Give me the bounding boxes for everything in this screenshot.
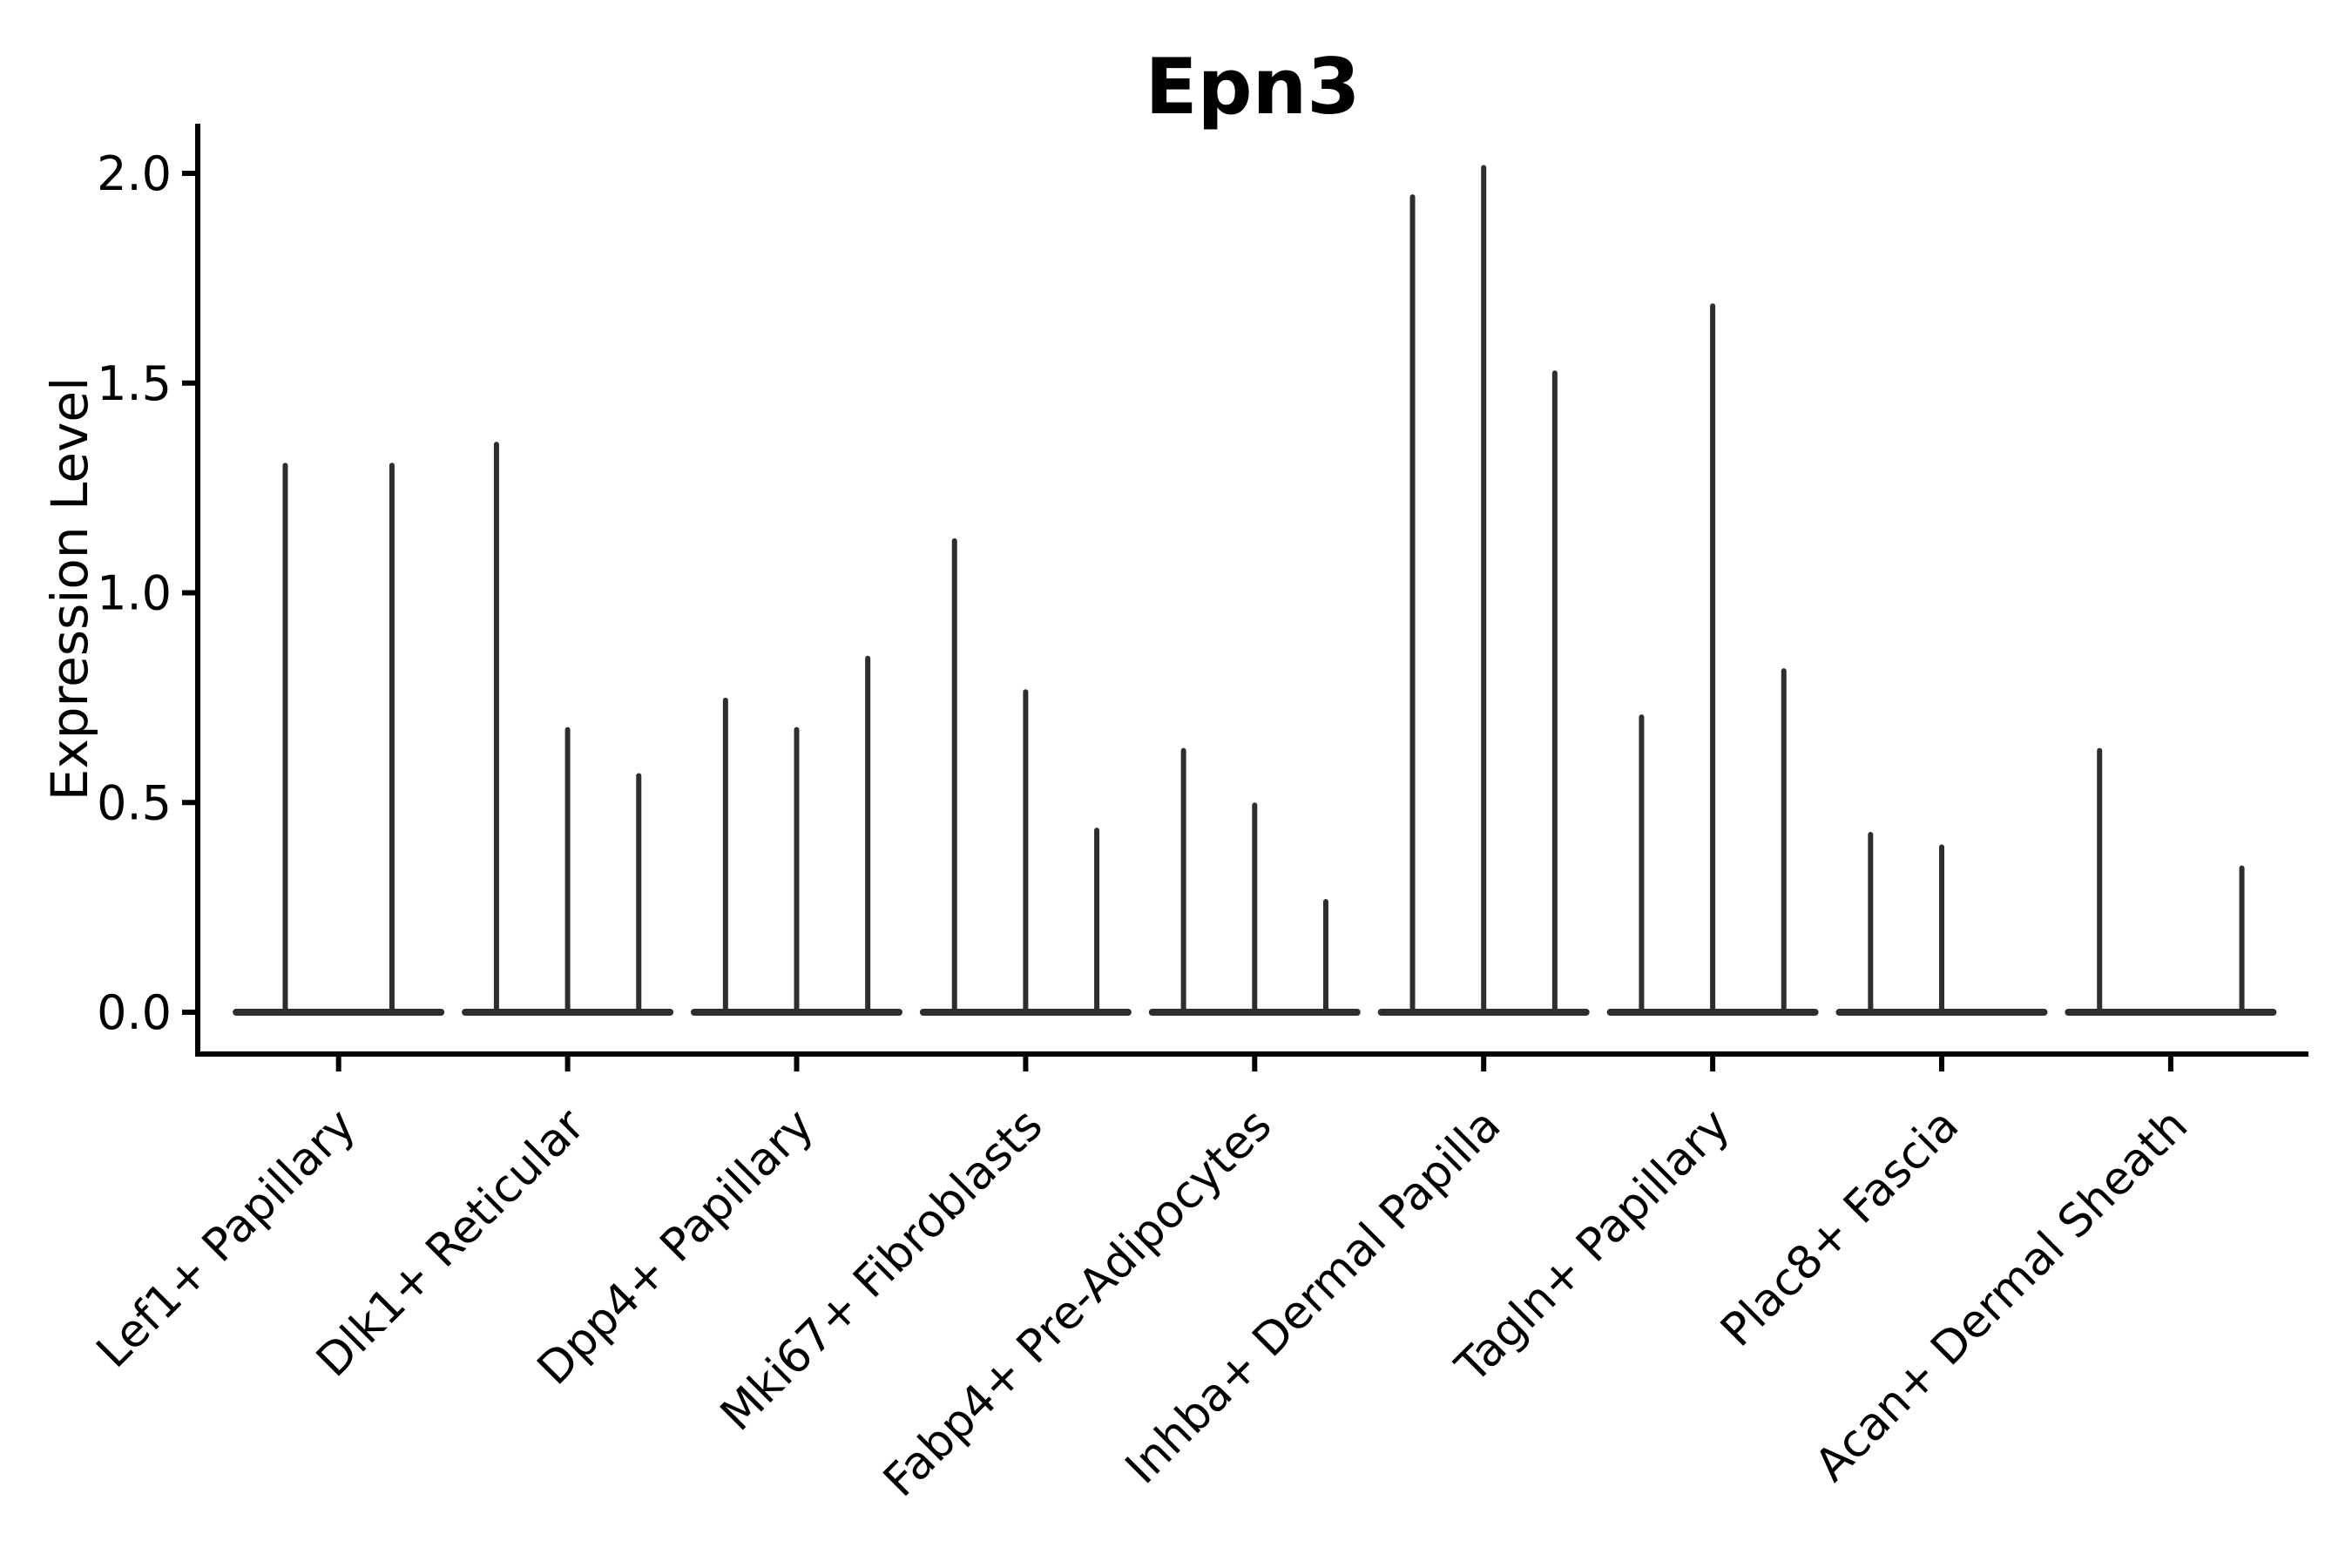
violin-group xyxy=(462,442,674,1016)
x-tick-label: Fabp4+ Pre-Adipocytes xyxy=(874,1099,1281,1507)
chart-title: Epn3 xyxy=(1146,42,1361,132)
violin-group xyxy=(1606,303,1819,1016)
y-axis-label: Expression Level xyxy=(40,377,99,801)
x-tick-label: Inhba+ Dermal Papilla xyxy=(1116,1099,1511,1494)
violin-group xyxy=(691,655,902,1016)
axes xyxy=(195,124,2308,1057)
violin-group xyxy=(1835,831,2048,1016)
x-tick-label: Acan+ Dermal Sheath xyxy=(1805,1099,2198,1492)
violin-group xyxy=(919,537,1132,1016)
violin-group xyxy=(1377,165,1590,1016)
violins xyxy=(233,165,2277,1016)
violin-group xyxy=(2065,747,2277,1016)
y-tick-label: 1.0 xyxy=(97,566,172,621)
x-tick-label: Plac8+ Fascia xyxy=(1711,1099,1969,1357)
violin-group xyxy=(233,463,445,1016)
violin-group xyxy=(1148,747,1361,1016)
y-tick-label: 2.0 xyxy=(97,146,172,201)
y-tick-label: 0.0 xyxy=(97,985,172,1040)
y-tick-label: 0.5 xyxy=(97,775,172,830)
y-tick-label: 1.5 xyxy=(97,356,172,411)
